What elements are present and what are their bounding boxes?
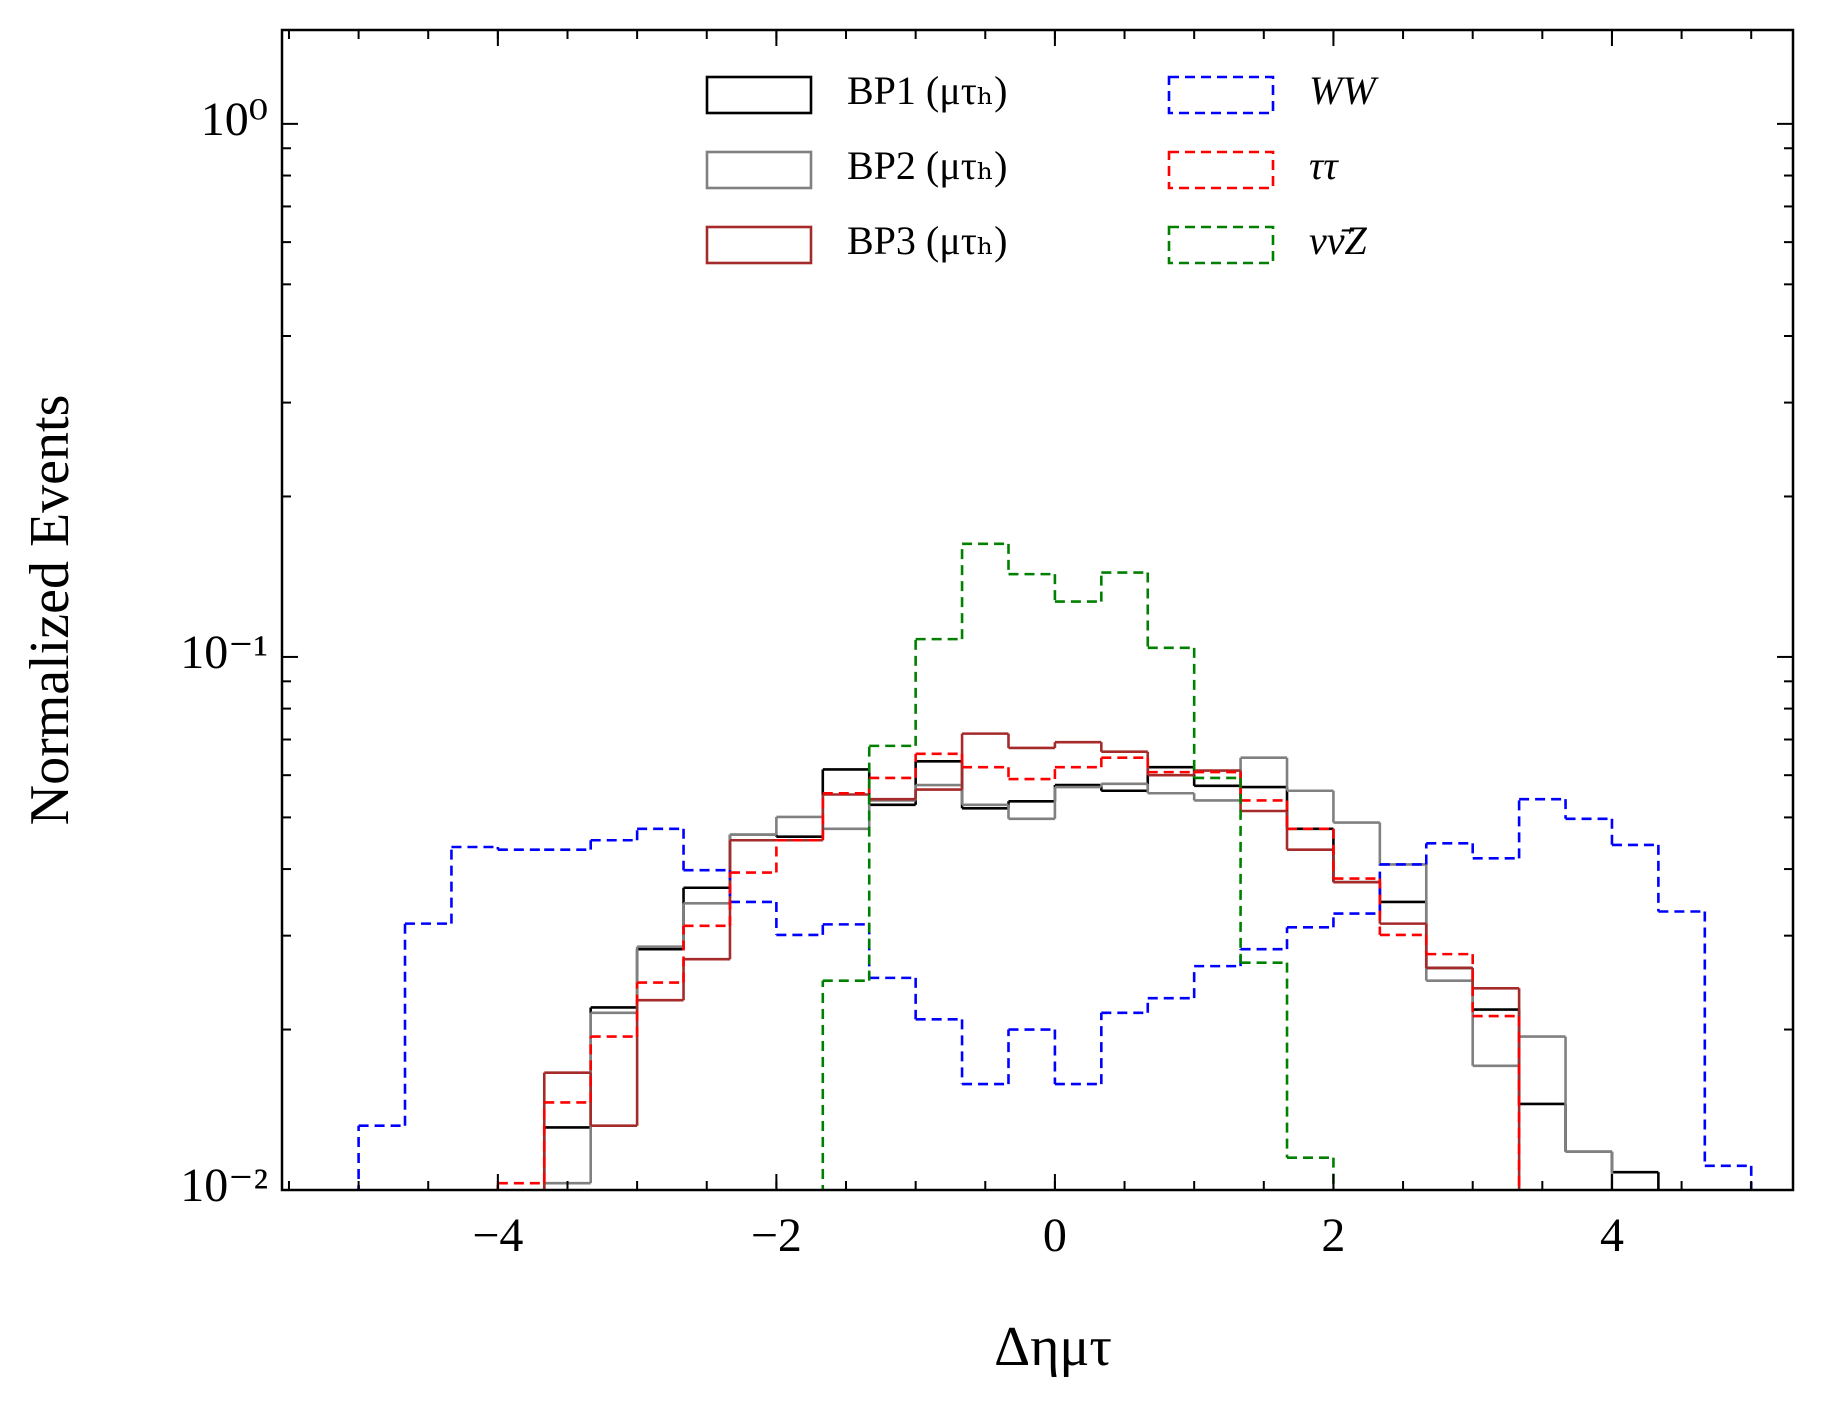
x-tick-label: 2 — [1321, 1209, 1345, 1262]
x-tick-label: 4 — [1600, 1209, 1624, 1262]
legend-label: BP1 (μτₕ) — [847, 68, 1007, 113]
legend-swatch — [1167, 150, 1275, 190]
legend-swatch — [1167, 75, 1275, 115]
legend-swatch — [1167, 225, 1275, 265]
y-tick-label: 10⁻¹ — [180, 626, 268, 679]
legend-label: WW — [1309, 68, 1379, 113]
legend-label: BP2 (μτₕ) — [847, 143, 1007, 188]
plot-frame — [280, 28, 1795, 1192]
x-tick-label: 0 — [1043, 1209, 1067, 1262]
legend-swatch — [705, 150, 813, 190]
legend-label: ττ — [1309, 143, 1339, 188]
x-tick-label: −2 — [751, 1209, 802, 1262]
legend-label: νν̄Z — [1309, 218, 1368, 263]
legend-swatch — [705, 225, 813, 265]
x-axis-label: Δημτ — [994, 1316, 1112, 1378]
y-tick-label: 10⁻² — [180, 1159, 268, 1212]
legend-swatch — [705, 75, 813, 115]
x-tick-label: −4 — [472, 1209, 523, 1262]
y-axis-label: Normalized Events — [19, 395, 81, 826]
legend-label: BP3 (μτₕ) — [847, 218, 1007, 263]
y-tick-label: 10⁰ — [201, 93, 268, 146]
plot-area — [357, 542, 1753, 1190]
